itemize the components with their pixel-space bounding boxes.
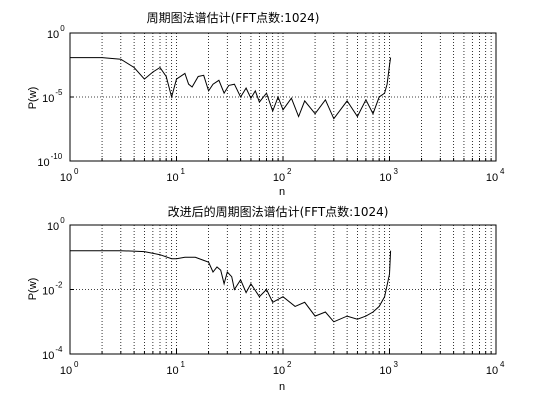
x-tick-base: 10	[273, 365, 285, 377]
x-tick-base: 10	[486, 172, 498, 184]
y-tick-label: 100	[47, 216, 65, 233]
x-tick-exponent: 3	[394, 167, 399, 176]
y-tick-exponent: -5	[55, 88, 63, 97]
y-tick-base: 10	[42, 93, 54, 105]
x-tick-label: 103	[379, 360, 398, 377]
x-tick-label: 101	[166, 360, 185, 377]
x-tick-base: 10	[166, 365, 178, 377]
y-tick-base: 10	[42, 286, 54, 298]
x-tick-label: 102	[273, 167, 292, 184]
bottom-chart: 改进后的周期图法谱估计(FFT点数:1024) 100101102103104 …	[27, 204, 505, 393]
series-line	[70, 250, 392, 323]
y-tick-exponent: -2	[55, 281, 63, 290]
plot-area	[69, 32, 497, 162]
y-tick-label: 10-4	[42, 345, 63, 362]
y-tick-exponent: -4	[55, 345, 63, 354]
x-tick-exponent: 3	[394, 360, 399, 369]
x-tick-base: 10	[60, 172, 72, 184]
y-axis-label: P(w)	[27, 278, 39, 301]
x-tick-base: 10	[486, 365, 498, 377]
x-tick-exponent: 1	[181, 360, 186, 369]
series-line	[70, 57, 392, 120]
y-tick-exponent: 0	[60, 24, 65, 33]
plot-area	[69, 224, 497, 355]
y-tick-label: 100	[47, 24, 65, 41]
y-tick-label: 10-5	[42, 88, 63, 105]
y-tick-exponent: 0	[60, 216, 65, 225]
chart-title: 周期图法谱估计(FFT点数:1024)	[147, 10, 320, 25]
x-tick-base: 10	[379, 365, 391, 377]
y-axis-label: P(w)	[27, 87, 39, 110]
y-tick-exponent: -10	[51, 152, 63, 161]
x-tick-exponent: 1	[181, 167, 186, 176]
x-tick-label: 103	[379, 167, 398, 184]
x-tick-exponent: 4	[500, 167, 505, 176]
x-tick-exponent: 2	[287, 167, 292, 176]
x-tick-base: 10	[60, 365, 72, 377]
x-tick-exponent: 0	[74, 360, 79, 369]
x-tick-label: 102	[273, 360, 292, 377]
x-axis-label: n	[279, 381, 285, 393]
chart-title: 改进后的周期图法谱估计(FFT点数:1024)	[168, 204, 389, 219]
x-tick-label: 101	[166, 167, 185, 184]
x-tick-label: 104	[486, 360, 505, 377]
y-tick-base: 10	[47, 221, 59, 233]
y-tick-base: 10	[42, 350, 54, 362]
x-tick-label: 100	[60, 167, 79, 184]
x-tick-label: 104	[486, 167, 505, 184]
y-tick-label: 10-2	[42, 281, 63, 298]
x-tick-label: 100	[60, 360, 79, 377]
x-tick-base: 10	[273, 172, 285, 184]
y-tick-label: 10-10	[37, 152, 62, 169]
y-tick-base: 10	[47, 29, 59, 41]
x-tick-base: 10	[166, 172, 178, 184]
x-tick-exponent: 0	[74, 167, 79, 176]
x-axis-label: n	[279, 186, 285, 198]
y-tick-base: 10	[37, 157, 49, 169]
x-tick-exponent: 4	[500, 360, 505, 369]
x-tick-base: 10	[379, 172, 391, 184]
x-tick-exponent: 2	[287, 360, 292, 369]
